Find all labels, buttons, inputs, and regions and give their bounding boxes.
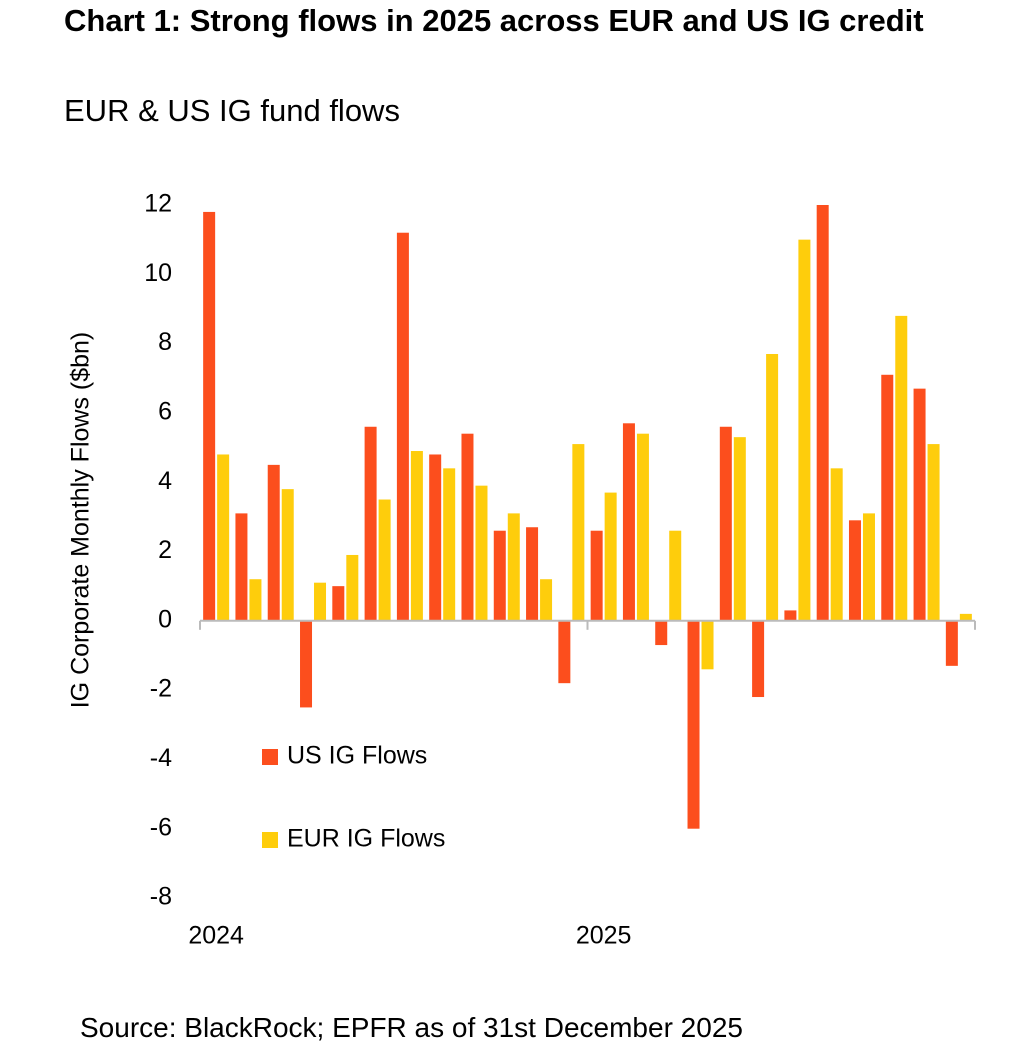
bar (493, 530, 506, 621)
bar (572, 444, 585, 621)
bar (927, 444, 940, 621)
bar (655, 620, 668, 646)
y-tick-label: 12 (144, 190, 172, 218)
bar (378, 499, 391, 621)
bar (636, 433, 649, 621)
y-tick-label: -2 (150, 675, 172, 703)
legend-swatch (262, 749, 278, 765)
bar (848, 520, 861, 621)
bar (687, 620, 700, 829)
bar (332, 586, 345, 621)
x-tick-label: 2025 (576, 922, 632, 950)
bar (622, 423, 635, 621)
bar (507, 513, 520, 621)
bar (590, 530, 603, 621)
legend-swatch (262, 832, 278, 848)
bar (766, 353, 779, 621)
y-tick-label: 2 (158, 536, 172, 564)
y-tick-label: 10 (144, 259, 172, 287)
bar (300, 620, 313, 708)
bar (346, 554, 359, 621)
bar (558, 620, 571, 684)
bar (314, 582, 327, 621)
y-tick-label: -4 (150, 744, 172, 772)
bar (784, 610, 797, 621)
bar (410, 451, 423, 621)
bar (895, 315, 908, 621)
bar (719, 426, 732, 621)
bar (913, 388, 926, 621)
bar (701, 620, 714, 670)
source-note: Source: BlackRock; EPFR as of 31st Decem… (80, 1012, 743, 1043)
bar (733, 437, 746, 621)
y-tick-label: 4 (158, 467, 172, 495)
legend-label: US IG Flows (287, 742, 427, 770)
y-tick-label: 0 (158, 605, 172, 633)
bar (604, 492, 617, 621)
bar (429, 454, 442, 621)
bar (281, 489, 294, 621)
chart: IG Corporate Monthly Flows ($bn) -8 -6 -4 -… (67, 190, 976, 950)
bar (461, 433, 474, 621)
bar (203, 211, 216, 621)
bar (443, 468, 456, 621)
y-axis-label: IG Corporate Monthly Flows ($bn) (67, 332, 95, 709)
bar (364, 426, 377, 621)
chart-subtitle: EUR & US IG fund flows (64, 93, 400, 128)
bar (267, 464, 280, 621)
x-tick-label: 2024 (188, 922, 244, 950)
bar (235, 513, 248, 621)
bar (830, 468, 843, 621)
y-tick-label: 6 (158, 398, 172, 426)
bar (396, 232, 409, 621)
bar (881, 374, 894, 621)
bar (249, 579, 262, 621)
chart-title: Chart 1: Strong flows in 2025 across EUR… (64, 3, 924, 38)
bar (475, 485, 488, 621)
bar (540, 579, 553, 621)
y-tick-label: -8 (150, 883, 172, 911)
bar (217, 454, 230, 621)
bar (526, 527, 539, 621)
bar (669, 530, 682, 621)
bar (816, 205, 829, 621)
bar (945, 620, 958, 666)
bar (959, 613, 972, 621)
bar (862, 513, 875, 621)
y-tick-label: 8 (158, 328, 172, 356)
bar (798, 239, 811, 621)
bar (752, 620, 765, 698)
legend-label: EUR IG Flows (287, 825, 445, 853)
y-tick-label: -6 (150, 813, 172, 841)
